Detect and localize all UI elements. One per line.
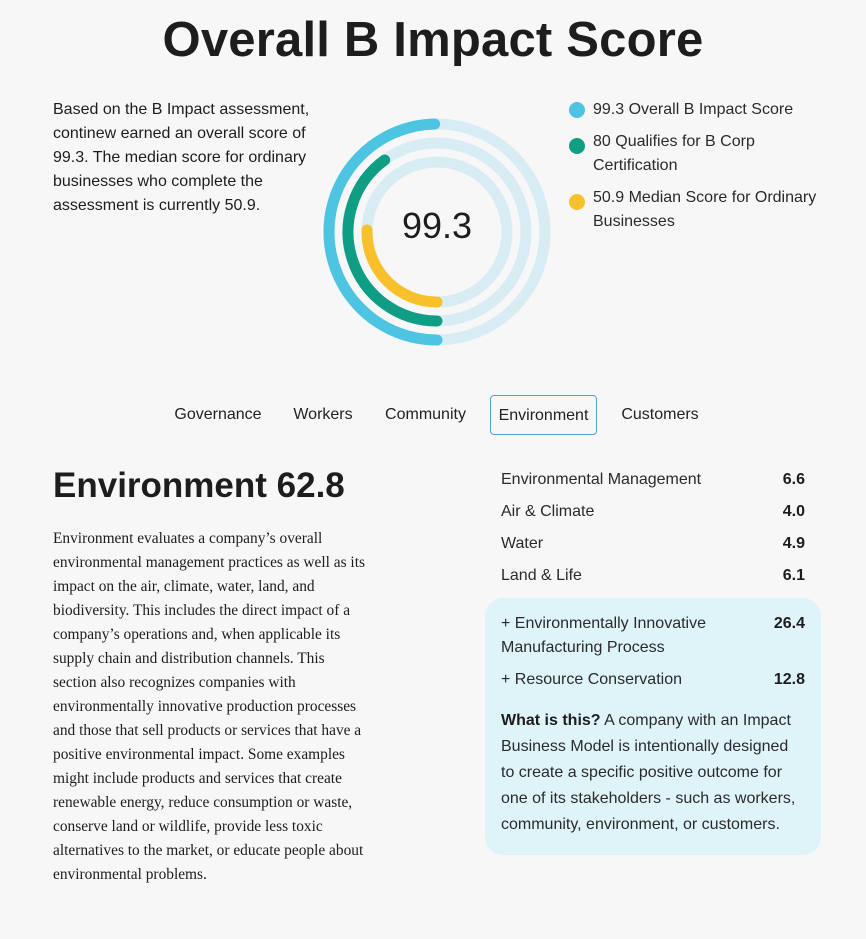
ring-qualifies-arc [342, 154, 443, 327]
score-intro-text: Based on the B Impact assessment, contin… [53, 101, 310, 214]
tab-workers[interactable]: Workers [293, 406, 353, 423]
score-breakdown: Environmental Management 6.6 Air & Clima… [501, 468, 805, 596]
tab-customers[interactable]: Customers [621, 406, 699, 423]
score-label: Land & Life [501, 567, 582, 584]
score-row: Air & Climate 4.0 [501, 500, 805, 532]
legend-dot-overall [569, 102, 585, 118]
impact-model-value: 12.8 [773, 671, 805, 688]
tab-community[interactable]: Community [385, 406, 466, 423]
tab-environment[interactable]: Environment [490, 395, 597, 435]
score-label: Environmental Management [501, 471, 702, 488]
impact-model-value: 26.4 [773, 615, 805, 632]
legend-item-median: 50.9 Median Score for Ordinary Businesse… [568, 186, 838, 234]
what-is-this-heading: What is this? [501, 712, 601, 729]
ring-median-arc [361, 224, 443, 308]
gauge-center-value: 99.3 [401, 205, 473, 246]
what-is-this-text: A company with an Impact Business Model … [501, 712, 796, 833]
score-row: Environmental Management 6.6 [501, 468, 805, 500]
score-value: 4.0 [782, 503, 805, 520]
what-is-this-note: What is this? A company with an Impact B… [501, 708, 806, 838]
impact-model-label: + Resource Conservation [501, 671, 682, 688]
section-description: Environment evaluates a company’s overal… [53, 530, 365, 883]
legend-label-median: 50.9 Median Score for Ordinary Businesse… [593, 189, 817, 230]
gauge-legend: 99.3 Overall B Impact Score 80 Qualifies… [568, 98, 838, 242]
score-value: 6.1 [782, 567, 805, 584]
page-title: Overall B Impact Score [162, 13, 704, 67]
score-radial-chart [323, 118, 551, 346]
impact-area-tabs: Governance Workers Community Environment… [0, 395, 866, 437]
section-title: Environment 62.8 [53, 466, 345, 505]
legend-dot-median [569, 194, 585, 210]
legend-label-qualifies: 80 Qualifies for B Corp Certification [593, 133, 755, 174]
score-row: Water 4.9 [501, 532, 805, 564]
impact-business-model-panel: + Environmentally Innovative Manufacturi… [485, 598, 821, 855]
tab-governance[interactable]: Governance [174, 406, 262, 423]
legend-item-overall: 99.3 Overall B Impact Score [568, 98, 838, 122]
score-label: Water [501, 535, 544, 552]
score-value: 4.9 [782, 535, 805, 552]
impact-model-label: + Environmentally Innovative Manufacturi… [501, 615, 706, 656]
legend-item-qualifies: 80 Qualifies for B Corp Certification [568, 130, 838, 178]
score-row: Land & Life 6.1 [501, 564, 805, 596]
legend-label-overall: 99.3 Overall B Impact Score [593, 101, 794, 118]
ring-overall-arc [323, 118, 443, 346]
legend-dot-qualifies [569, 138, 585, 154]
score-value: 6.6 [782, 471, 805, 488]
score-label: Air & Climate [501, 503, 595, 520]
